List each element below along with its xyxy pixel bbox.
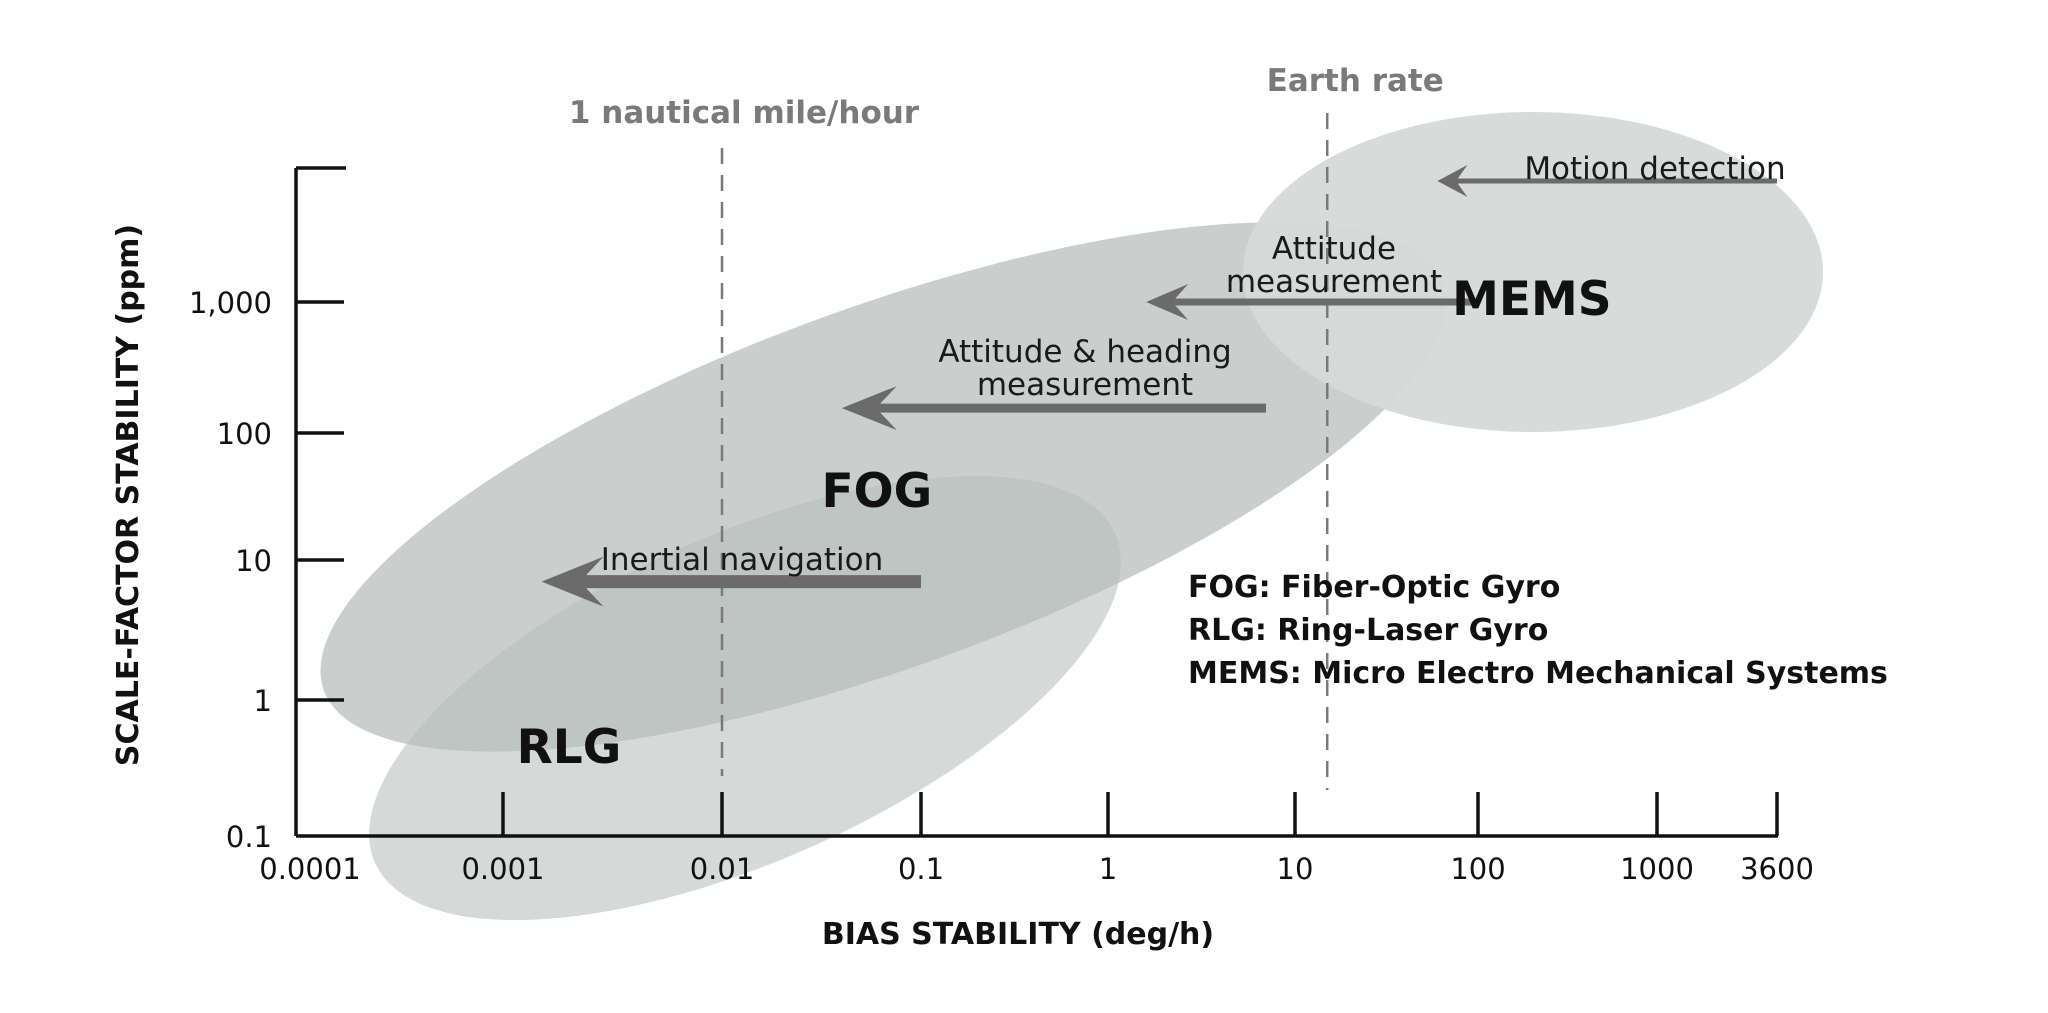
legend-line-mems: MEMS: Micro Electro Mechanical Systems: [1188, 656, 1888, 691]
x-axis-title: BIAS STABILITY (deg/h): [822, 917, 1214, 952]
x-tick-label: 1: [1099, 852, 1117, 886]
region-fog: [320, 222, 1446, 752]
regions-layer: [320, 112, 1823, 921]
x-tick-label: 0.01: [690, 852, 755, 886]
reference-lines-layer: 1 nautical mile/hour Earth rate: [569, 63, 1444, 790]
y-tick-label: 0.1: [226, 820, 272, 854]
annotation-label-attitude-heading: Attitude & heading: [938, 334, 1231, 370]
axes-layer: 0.0001 0.001 0.01 0.1 1 10 100 1000 3600 0.1 1 10 10…: [189, 166, 1814, 886]
y-tick-label: 1,000: [189, 286, 272, 320]
y-tick-label: 100: [217, 417, 272, 451]
reference-line-label-2: Earth rate: [1267, 63, 1444, 99]
x-tick-label: 0.1: [898, 852, 944, 886]
legend-line-fog: FOG: Fiber-Optic Gyro: [1188, 570, 1560, 605]
x-tick-label: 100: [1450, 852, 1505, 886]
legend: FOG: Fiber-Optic Gyro RLG: Ring-Laser Gy…: [1188, 570, 1888, 691]
annotation-label-inertial-navigation: Inertial navigation: [601, 542, 884, 578]
region-label-rlg: RLG: [517, 720, 622, 775]
annotation-label-attitude-heading: measurement: [977, 367, 1193, 403]
annotation-label-attitude-measurement: Attitude: [1272, 231, 1396, 267]
x-tick-label: 3600: [1740, 852, 1814, 886]
annotation-label-motion-detection: Motion detection: [1524, 151, 1785, 187]
y-tick-label: 1: [254, 684, 272, 718]
y-tick-label: 10: [235, 544, 272, 578]
arrow-head-inertial-navigation: [541, 556, 604, 607]
x-tick-label: 0.0001: [259, 852, 360, 886]
arrow-head-motion-detection: [1437, 164, 1468, 197]
labels-layer: Motion detectionAttitudemeasurementAttit…: [517, 151, 1786, 775]
arrows-layer: [541, 164, 1777, 607]
region-label-fog: FOG: [822, 464, 933, 519]
reference-line-label-1: 1 nautical mile/hour: [569, 95, 920, 131]
x-tick-label: 1000: [1620, 852, 1694, 886]
arrow-head-attitude-heading: [841, 386, 897, 431]
region-mems: [1243, 112, 1823, 432]
legend-line-rlg: RLG: Ring-Laser Gyro: [1188, 613, 1548, 648]
y-axis-title: SCALE-FACTOR STABILITY (ppm): [111, 224, 146, 766]
x-tick-label: 0.001: [461, 852, 544, 886]
annotation-label-attitude-measurement: measurement: [1226, 264, 1442, 300]
region-label-mems: MEMS: [1452, 272, 1612, 327]
x-tick-label: 10: [1277, 852, 1314, 886]
arrow-head-attitude-measurement: [1146, 284, 1189, 320]
